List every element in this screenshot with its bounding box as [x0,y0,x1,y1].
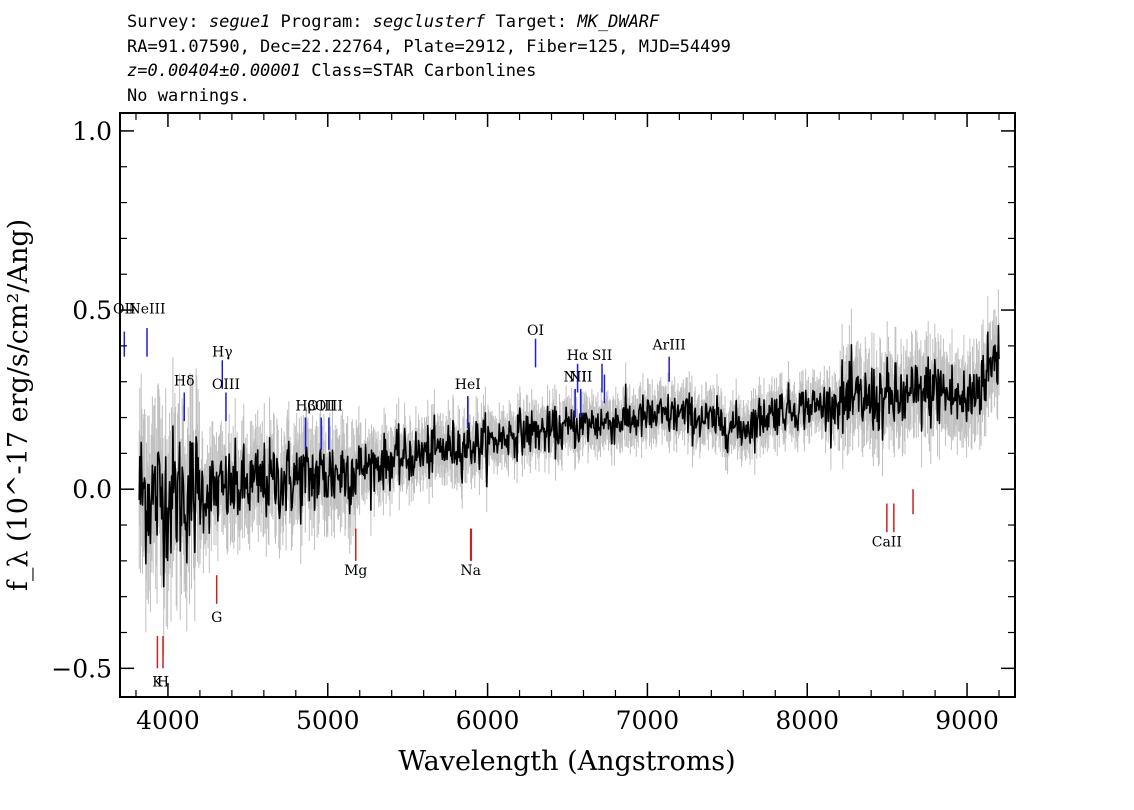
class-value: Class=STAR Carbonlines [301,61,537,81]
program-label: Program: [270,12,373,32]
flux-line [138,324,1000,588]
absorption-line-label: Na [460,563,481,579]
x-tick-label: 6000 [456,706,520,735]
redshift-value: z=0.00404±0.00001 [127,61,301,81]
emission-line-label: SII [592,348,613,364]
emission-line-label: Hβ [295,398,315,414]
emission-line-label: NII [564,370,587,386]
x-tick-label: 5000 [296,706,360,735]
y-tick-label: −0.5 [51,654,112,683]
header-line-warnings: No warnings. [127,85,250,106]
target-label: Target: [485,12,578,32]
y-axis-title: f_λ (10^-17 erg/s/cm²/Ang) [3,219,34,591]
emission-line-label: Hγ [212,345,233,361]
absorption-line-label: G [211,610,222,626]
absorption-line-label: H [157,674,169,690]
axis-ticks: 4000 5000 6000 7000 8000 9000 −0.5 0.0 0.5 1.0 [51,113,1015,735]
header-line-redshift: z=0.00404±0.00001 Class=STAR Carbonlines [127,59,731,84]
x-tick-label: 8000 [775,706,839,735]
spectral-line-markers: OIINeIIIHδHγOIIIHβOIIIOIIIHeIOINIIHαNIIS… [113,302,914,690]
x-tick-label: 7000 [616,706,680,735]
plot-frame [119,112,1016,698]
header-line-survey: Survey: segue1 Program: segclusterf Targ… [127,10,731,35]
error-band-layer [138,289,1000,656]
emission-line-label: OIII [212,377,240,393]
x-axis-title: Wavelength (Angstroms) [398,746,735,777]
emission-line-label: HeI [455,377,481,393]
emission-line-label: OIII [307,398,335,414]
emission-line-label: Hδ [174,373,195,389]
spectrum-header: Survey: segue1 Program: segclusterf Targ… [127,10,731,108]
absorption-line-label: K [152,674,163,690]
emission-line-label: OIII [315,398,343,414]
y-tick-label: 1.0 [72,117,112,146]
target-value: MK_DWARF [577,12,660,32]
error-band [138,289,1000,656]
absorption-line-label: CaII [872,535,902,551]
emission-line-label: Hα [567,348,589,364]
flux-spectrum-layer [138,324,1000,588]
program-value: segclusterf [372,12,486,32]
y-tick-label: 0.5 [72,296,112,325]
y-tick-label: 0.0 [72,475,112,504]
emission-line-label: ArIII [651,337,685,353]
absorption-line-label: Mg [344,563,367,579]
emission-line-label: NeIII [128,302,165,318]
emission-line-label: NII [569,370,592,386]
emission-line-label: OI [527,323,544,339]
x-tick-label: 9000 [935,706,999,735]
survey-value: segue1 [208,12,271,32]
header-line-coordinates: RA=91.07590, Dec=22.22764, Plate=2912, F… [127,36,731,57]
survey-label: Survey: [127,12,209,32]
x-tick-label: 4000 [136,706,200,735]
